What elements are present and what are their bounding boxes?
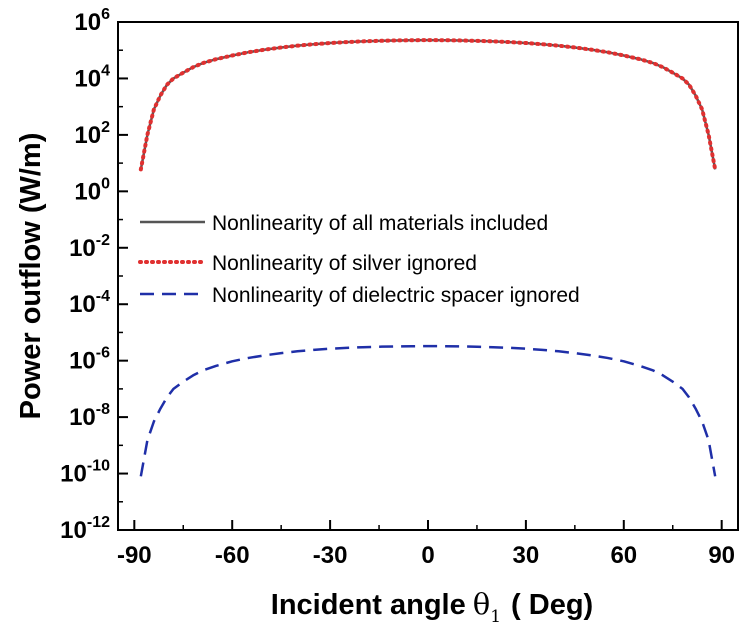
legend-label-silver-ignored: Nonlinearity of silver ignored	[212, 252, 477, 275]
series-all-materials	[139, 38, 717, 170]
y-axis-ticks: 10-12 10-10 10-8 10-6 10-4 10-2 100 102 104 106	[60, 6, 128, 544]
x-tick-label: 30	[513, 542, 540, 569]
series-silver-ignored	[138, 38, 718, 172]
y-tick-label: 10-12	[60, 514, 110, 544]
series-layer	[138, 38, 718, 477]
legend: Nonlinearity of all materials included N…	[138, 212, 580, 307]
x-axis-title-unit: ( Deg)	[511, 589, 593, 621]
legend-label-all-materials: Nonlinearity of all materials included	[212, 212, 548, 235]
x-tick-label: 0	[421, 542, 434, 569]
y-tick-label: 10-6	[69, 345, 110, 375]
legend-label-dielectric-ignored: Nonlinearity of dielectric spacer ignore…	[212, 284, 580, 307]
y-tick-label: 10-8	[69, 401, 110, 431]
series-dielectric-ignored	[139, 344, 717, 477]
y-tick-label: 10-10	[60, 458, 110, 488]
y-tick-label: 100	[74, 175, 110, 205]
y-tick-label: 10-2	[69, 232, 110, 262]
y-tick-label: 106	[74, 6, 110, 36]
plot-frame	[117, 21, 739, 531]
y-tick-label: 104	[74, 62, 110, 92]
x-axis-title: Incident angle θ1 ( Deg)	[271, 587, 593, 627]
x-axis-ticks: -90 -60 -30 0 30 60 90	[117, 520, 735, 569]
x-tick-label: -90	[117, 542, 152, 569]
x-axis-title-text: Incident angle	[271, 589, 466, 621]
x-tick-label: -30	[313, 542, 348, 569]
x-tick-label: 90	[708, 542, 735, 569]
y-tick-label: 10-4	[69, 288, 110, 318]
y-axis-title: Power outflow (W/m)	[15, 133, 47, 420]
y-tick-label: 102	[74, 119, 110, 149]
x-tick-label: -60	[215, 542, 250, 569]
x-tick-label: 60	[610, 542, 637, 569]
x-axis-title-subscript: 1	[490, 607, 501, 627]
x-axis-title-theta: θ	[473, 587, 490, 621]
